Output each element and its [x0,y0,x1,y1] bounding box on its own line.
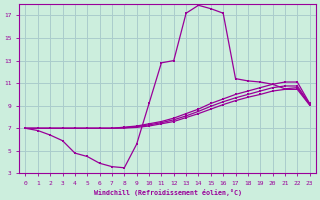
X-axis label: Windchill (Refroidissement éolien,°C): Windchill (Refroidissement éolien,°C) [93,189,242,196]
